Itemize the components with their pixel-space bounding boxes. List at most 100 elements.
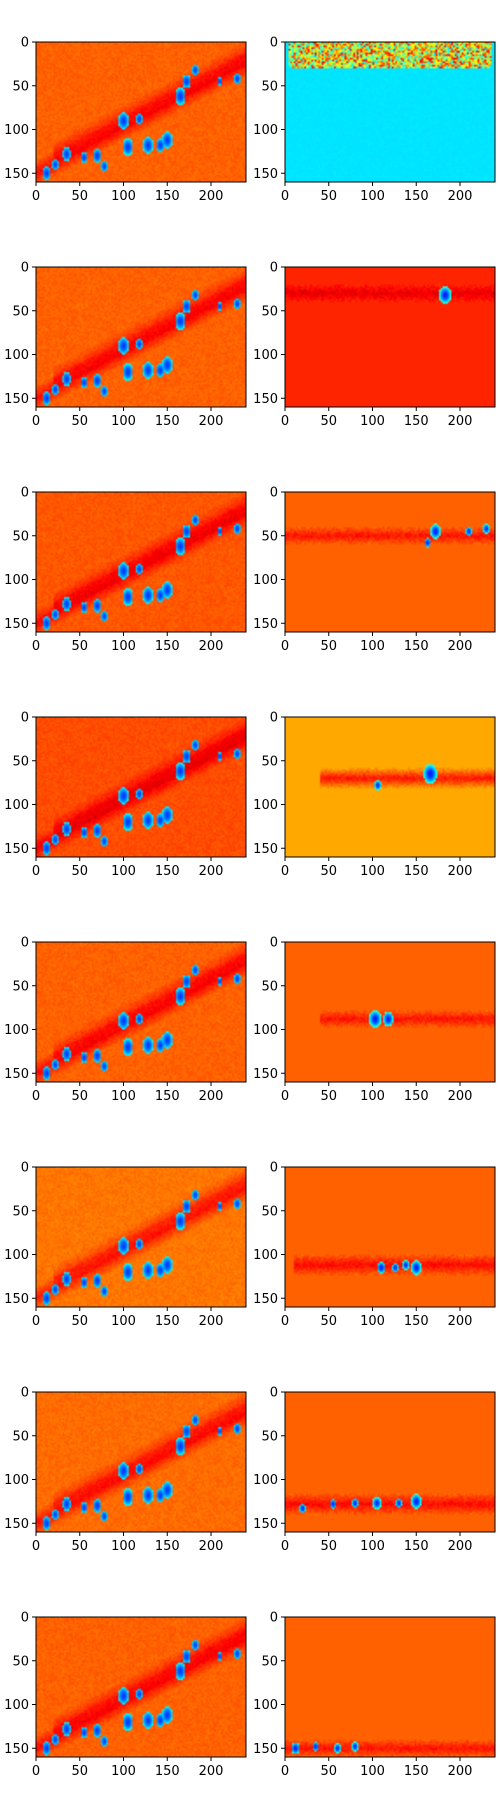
axes-frame: [35, 1391, 247, 1533]
x-tick-label: 0: [32, 414, 40, 429]
x-tick-label: 100: [111, 1089, 136, 1104]
y-tick-label: 150: [253, 167, 278, 182]
x-tick-label: 200: [448, 189, 473, 204]
x-tick-label: 100: [360, 189, 385, 204]
x-tick-label: 150: [155, 1539, 180, 1554]
x-tick-label: 100: [111, 414, 136, 429]
x-tick-label: 0: [32, 1764, 40, 1779]
x-tick-label: 200: [448, 414, 473, 429]
x-tick-label: 150: [155, 864, 180, 879]
x-tick-label: 150: [404, 1764, 429, 1779]
x-tick-label: 0: [32, 189, 40, 204]
x-tick-label: 100: [360, 1539, 385, 1554]
heatmap-image: [285, 42, 495, 182]
x-tick-label: 200: [199, 189, 224, 204]
x-tick-label: 50: [320, 1764, 337, 1779]
x-tick-label: 200: [199, 1539, 224, 1554]
x-tick-label: 100: [111, 189, 136, 204]
heatmap-image: [36, 492, 246, 632]
x-tick-label: 100: [360, 1314, 385, 1329]
x-tick-label: 50: [71, 639, 88, 654]
x-tick-label: 100: [111, 1764, 136, 1779]
y-tick-label: 100: [4, 573, 29, 588]
x-tick-label: 200: [448, 1089, 473, 1104]
y-tick-label: 50: [261, 1429, 278, 1444]
y-tick-label: 50: [261, 1654, 278, 1669]
y-tick-label: 150: [253, 392, 278, 407]
x-tick-label: 0: [32, 639, 40, 654]
y-tick-label: 0: [270, 1161, 278, 1176]
x-tick-label: 100: [111, 1539, 136, 1554]
panel-r6-c0: 0 50 100 150 200 0 50 100 150: [4, 1386, 247, 1554]
x-tick-label: 200: [199, 1314, 224, 1329]
x-tick-label: 100: [111, 639, 136, 654]
axes-frame: [284, 1616, 496, 1758]
heatmap-image: [285, 1392, 495, 1532]
panel-r1-c0: 0 50 100 150 200 0 50 100 150: [4, 261, 247, 429]
x-tick-label: 100: [360, 864, 385, 879]
x-tick-label: 150: [404, 639, 429, 654]
y-tick-label: 100: [253, 123, 278, 138]
x-tick-label: 200: [199, 639, 224, 654]
x-tick-label: 100: [360, 414, 385, 429]
heatmap-image: [285, 492, 495, 632]
x-tick-label: 150: [404, 864, 429, 879]
y-tick-label: 0: [21, 261, 29, 276]
axes-frame: [35, 41, 247, 183]
x-tick-label: 0: [32, 1539, 40, 1554]
x-tick-label: 0: [281, 414, 289, 429]
y-tick-label: 0: [21, 1386, 29, 1401]
axes-frame: [284, 716, 496, 858]
x-tick-label: 0: [281, 1764, 289, 1779]
heatmap-image: [285, 717, 495, 857]
y-tick-label: 50: [261, 1204, 278, 1219]
x-tick-label: 200: [448, 1764, 473, 1779]
y-tick-label: 50: [12, 79, 29, 94]
y-tick-label: 50: [12, 304, 29, 319]
y-tick-label: 100: [253, 1023, 278, 1038]
y-tick-label: 150: [4, 1517, 29, 1532]
x-tick-label: 0: [32, 1314, 40, 1329]
panel-r7-c0: 0 50 100 150 200 0 50 100 150: [4, 1611, 247, 1779]
x-tick-label: 200: [448, 864, 473, 879]
y-tick-label: 0: [21, 1161, 29, 1176]
heatmap-image: [36, 942, 246, 1082]
heatmap-image: [36, 1392, 246, 1532]
y-tick-label: 50: [12, 754, 29, 769]
x-tick-label: 50: [320, 189, 337, 204]
y-tick-label: 50: [261, 304, 278, 319]
panel-r5-c0: 0 50 100 150 200 0 50 100 150: [4, 1161, 247, 1329]
x-tick-label: 100: [360, 1764, 385, 1779]
x-tick-label: 200: [199, 414, 224, 429]
y-tick-label: 150: [4, 1292, 29, 1307]
axes-frame: [284, 266, 496, 408]
x-tick-label: 150: [404, 1089, 429, 1104]
panel-r5-c1: 0 50 100 150 200 0 50 100 150: [253, 1161, 496, 1329]
x-tick-label: 50: [71, 1314, 88, 1329]
y-tick-label: 150: [253, 1292, 278, 1307]
panel-r0-c0: 0 50 100 150 200 0 50 100 150: [4, 36, 247, 204]
panel-r4-c1: 0 50 100 150 200 0 50 100 150: [253, 936, 496, 1104]
y-tick-label: 0: [270, 36, 278, 51]
heatmap-image: [36, 1617, 246, 1757]
y-tick-label: 100: [4, 798, 29, 813]
axes-frame: [35, 1616, 247, 1758]
y-tick-label: 100: [253, 348, 278, 363]
heatmap-image: [36, 267, 246, 407]
y-tick-label: 0: [270, 1611, 278, 1626]
x-tick-label: 100: [111, 864, 136, 879]
x-tick-label: 0: [281, 1539, 289, 1554]
x-tick-label: 0: [281, 1314, 289, 1329]
y-tick-label: 50: [261, 979, 278, 994]
y-tick-label: 100: [4, 1698, 29, 1713]
axes-frame: [35, 491, 247, 633]
x-tick-label: 100: [360, 639, 385, 654]
axes-frame: [35, 1166, 247, 1308]
y-tick-label: 150: [253, 842, 278, 857]
y-tick-label: 50: [261, 754, 278, 769]
x-tick-label: 150: [155, 639, 180, 654]
y-tick-label: 100: [253, 1248, 278, 1263]
x-tick-label: 50: [71, 189, 88, 204]
x-tick-label: 50: [71, 414, 88, 429]
axes-frame: [284, 1166, 496, 1308]
